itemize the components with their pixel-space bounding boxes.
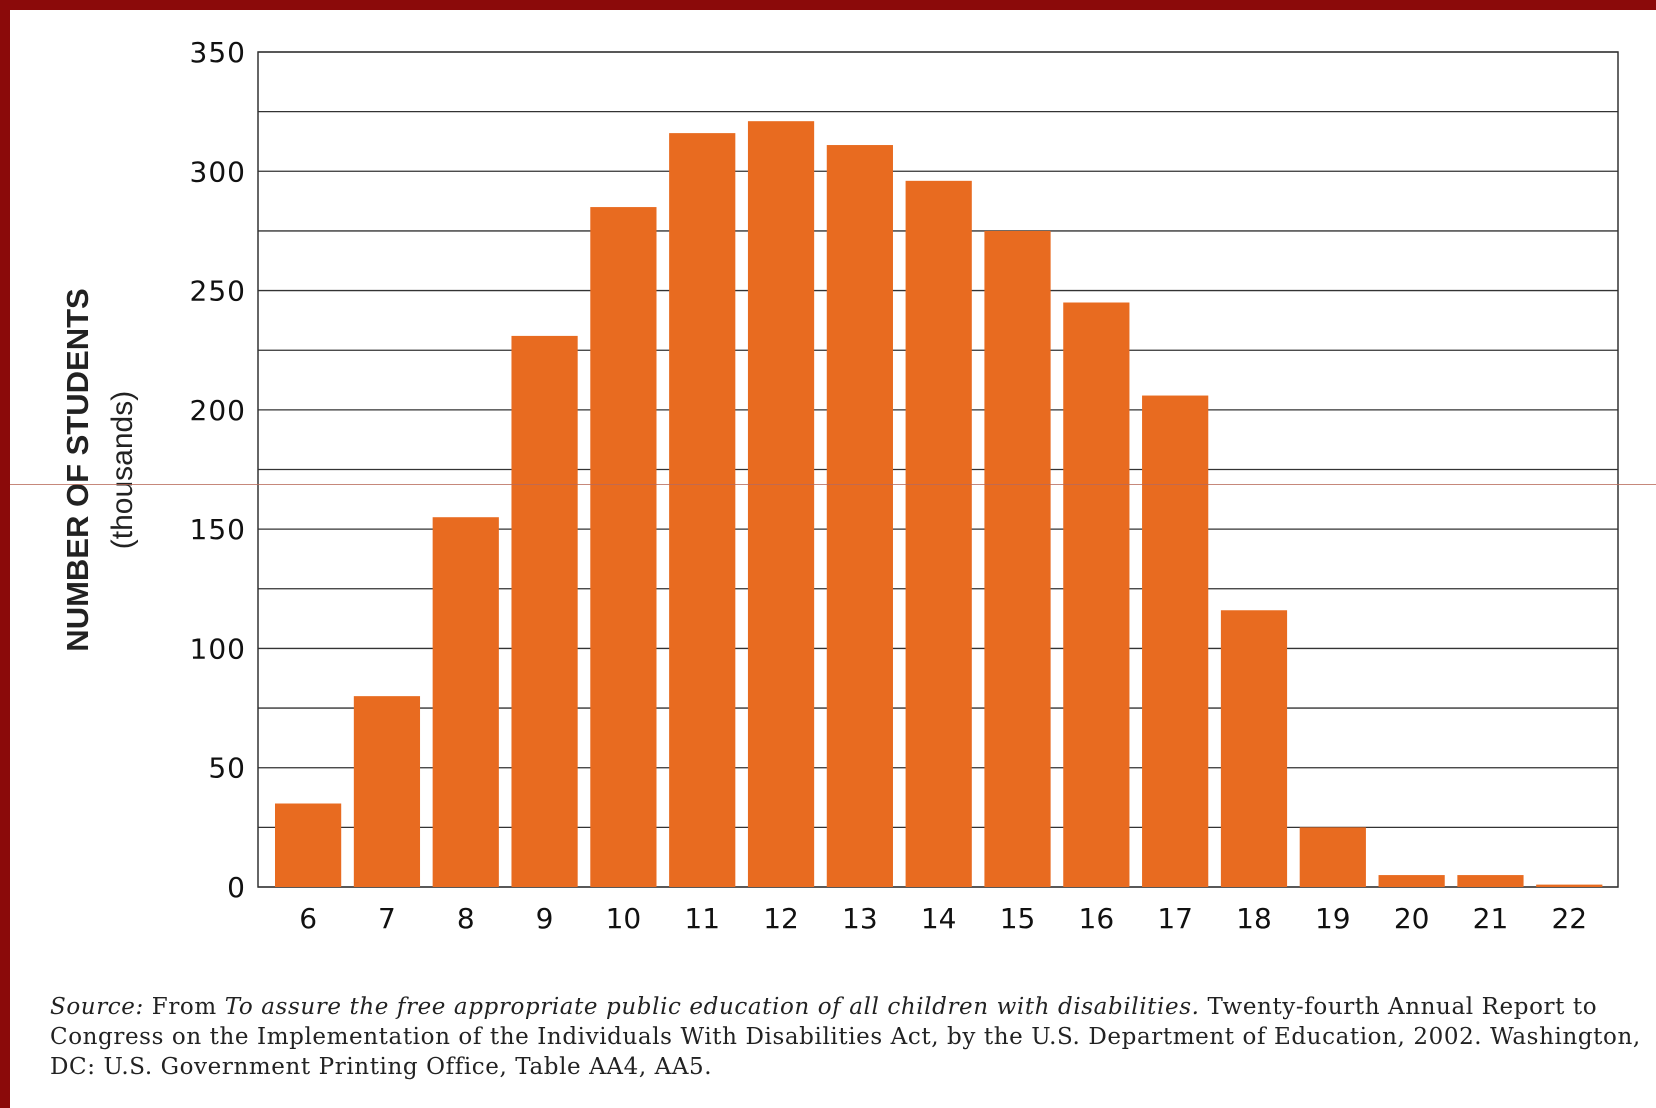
x-tick-label: 6 <box>299 902 317 935</box>
x-tick-label: 10 <box>606 902 642 935</box>
x-tick-label: 13 <box>842 902 878 935</box>
bar <box>1536 884 1603 887</box>
bar <box>905 180 972 888</box>
y-tick-label: 300 <box>190 155 246 188</box>
x-tick-label: 14 <box>921 902 957 935</box>
source-prefix: From <box>151 994 217 1020</box>
bar <box>1457 875 1524 887</box>
figure-frame: 0 50 100 150 200 250 300 350 6 7 8 9 10 11 12 13 14 15 16 1… <box>10 10 1656 1108</box>
bar <box>1142 395 1209 887</box>
scan-artifact-line <box>10 484 1656 485</box>
bar <box>747 121 815 887</box>
x-tick-label: 8 <box>457 902 475 935</box>
x-tick-label: 20 <box>1394 902 1430 935</box>
x-tick-label: 9 <box>536 902 554 935</box>
y-tick-label: 50 <box>208 752 246 785</box>
x-tick-label: 16 <box>1079 902 1115 935</box>
x-tick-label: 7 <box>378 902 396 935</box>
bar <box>1063 302 1130 887</box>
x-tick-label: 11 <box>684 902 720 935</box>
bar <box>669 133 736 888</box>
bar <box>511 335 578 887</box>
y-axis-sublabel: (thousands) <box>106 391 139 549</box>
source-rest: Twenty-fourth Annual Report to Congress … <box>50 994 1641 1080</box>
x-tick-label: 18 <box>1236 902 1272 935</box>
bar <box>826 145 893 888</box>
x-tick-label: 21 <box>1473 902 1509 935</box>
x-tick-label: 22 <box>1551 902 1587 935</box>
x-tick-label: 19 <box>1315 902 1351 935</box>
x-tick-label: 15 <box>1000 902 1036 935</box>
y-tick-label: 350 <box>190 36 246 69</box>
bar <box>590 207 657 888</box>
bar <box>353 696 421 887</box>
source-label: Source: <box>50 994 144 1020</box>
y-tick-label: 100 <box>190 632 246 665</box>
y-tick-label: 200 <box>190 394 246 427</box>
bar-chart: 0 50 100 150 200 250 300 350 6 7 8 9 10 11 12 13 14 15 16 1… <box>60 36 1619 935</box>
bar <box>984 230 1051 887</box>
source-title: To assure the free appropriate public ed… <box>224 994 1200 1020</box>
bar <box>432 517 499 887</box>
bar <box>1299 827 1366 887</box>
y-axis-label: NUMBER OF STUDENTS <box>60 288 95 651</box>
bar <box>1220 610 1288 887</box>
x-tick-label: 17 <box>1157 902 1193 935</box>
bar <box>1378 875 1445 887</box>
y-tick-label: 250 <box>190 275 246 308</box>
x-tick-label: 12 <box>763 902 799 935</box>
y-tick-label: 0 <box>227 871 246 904</box>
y-tick-label: 150 <box>190 513 246 546</box>
bar <box>275 803 342 887</box>
source-note: Source: From To assure the free appropri… <box>50 992 1650 1082</box>
